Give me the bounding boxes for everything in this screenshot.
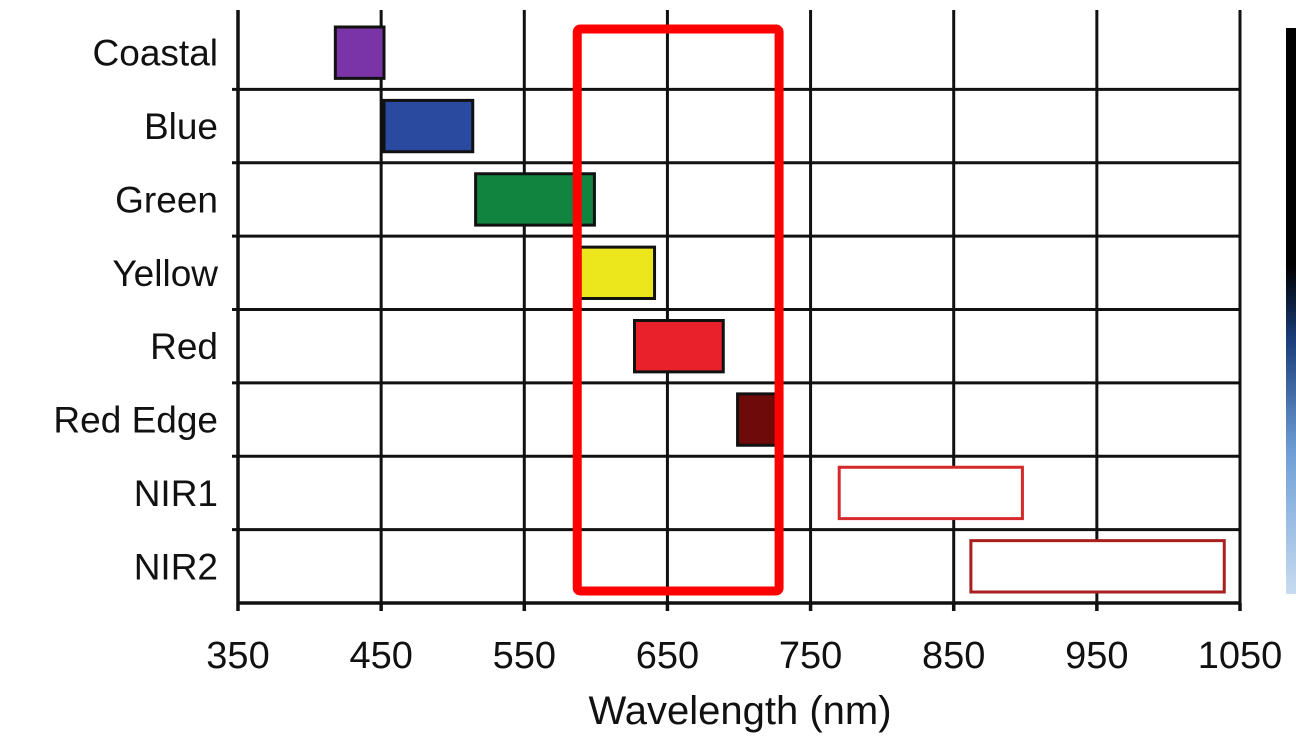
grid-lines bbox=[232, 10, 1242, 611]
x-tick-label: 1050 bbox=[1198, 635, 1283, 677]
category-label: Red bbox=[150, 326, 218, 367]
category-label: NIR1 bbox=[134, 473, 218, 514]
category-labels: Coastal Blue Green Yellow Red Red Edge NIR1 NIR… bbox=[53, 33, 218, 588]
x-tick-label: 750 bbox=[779, 635, 842, 677]
band-bar-nir1 bbox=[837, 465, 1024, 521]
band-bar-red bbox=[633, 319, 725, 374]
category-label: Red Edge bbox=[53, 400, 218, 441]
category-label: Blue bbox=[144, 106, 218, 147]
band-bar-nir2 bbox=[969, 539, 1226, 594]
x-axis-title: Wavelength (nm) bbox=[588, 689, 891, 733]
band-bar-red-edge bbox=[736, 392, 781, 447]
side-image-fragment bbox=[1286, 28, 1296, 594]
x-tick-label: 650 bbox=[636, 635, 699, 677]
x-tick-label: 550 bbox=[493, 635, 556, 677]
band-bar-blue bbox=[382, 98, 475, 154]
category-label: Green bbox=[115, 179, 218, 220]
highlight-box bbox=[572, 24, 784, 596]
x-tick-label: 450 bbox=[349, 635, 412, 677]
category-label: Coastal bbox=[93, 33, 218, 74]
band-bar-yellow bbox=[578, 245, 657, 300]
category-label: Yellow bbox=[112, 253, 218, 294]
band-bar-coastal bbox=[333, 25, 386, 80]
band-bars bbox=[333, 25, 1226, 594]
x-tick-label: 950 bbox=[1065, 635, 1128, 677]
x-tick-labels: 350 450 550 650 750 850 950 1050 bbox=[206, 635, 1282, 677]
category-label: NIR2 bbox=[134, 546, 218, 587]
x-tick-label: 850 bbox=[922, 635, 985, 677]
x-tick-label: 350 bbox=[206, 635, 269, 677]
